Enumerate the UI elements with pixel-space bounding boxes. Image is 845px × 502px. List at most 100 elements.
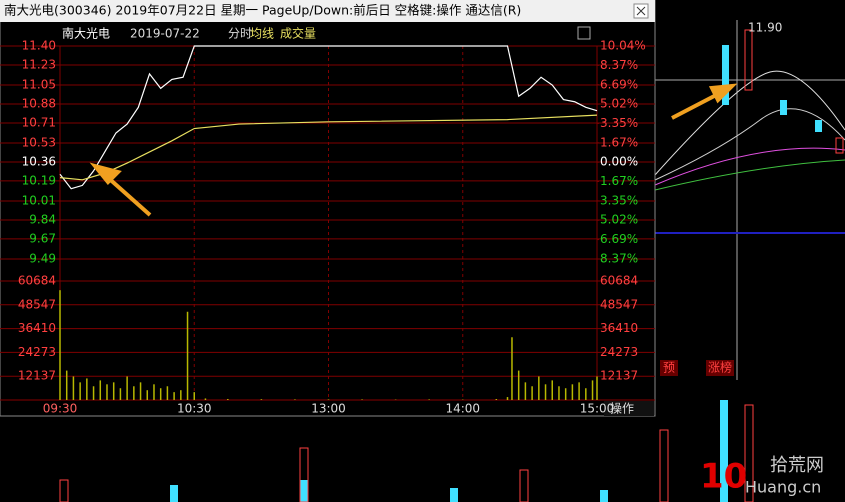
decor-candle: [780, 100, 787, 115]
volume-bar: [564, 388, 567, 400]
decor-line: [654, 108, 845, 181]
mode-label: 分时: [228, 27, 252, 41]
volume-bar: [511, 337, 513, 400]
y2-tick-label: 60684: [600, 274, 638, 288]
action-button[interactable]: [604, 401, 654, 416]
tag: 涨榜: [708, 360, 732, 375]
decor-candle: [835, 137, 844, 154]
action-label: 操作: [610, 401, 634, 416]
y-tick-label: 11.23: [22, 57, 56, 71]
y-tick-label: 11.40: [22, 39, 56, 53]
x-tick-label: 15:00: [580, 402, 615, 416]
volume-bar: [204, 398, 207, 400]
y2-tick-label: 6.69%: [600, 232, 638, 246]
y2-tick-label: 36410: [600, 321, 638, 335]
y-tick-label: 10.71: [22, 115, 56, 129]
y-tick-label: 12137: [18, 369, 56, 383]
y2-tick-label: 1.67%: [600, 135, 638, 149]
price-line: [59, 114, 598, 181]
decor-candle: [744, 29, 753, 91]
volume-bar: [260, 399, 263, 400]
y-tick-label: 9.67: [29, 231, 56, 245]
volume-bar: [544, 384, 547, 400]
volume-bar: [166, 386, 169, 400]
close-icon: [636, 6, 646, 16]
volume-bar: [139, 382, 142, 400]
volume-bar: [558, 386, 560, 400]
x-tick-label: 09:30: [43, 402, 78, 416]
x-tick-label: 14:00: [445, 402, 480, 416]
y2-tick-label: 12137: [600, 369, 638, 383]
volume-bar: [578, 382, 580, 400]
y-tick-label: 9.49: [29, 252, 56, 266]
volume-bar: [495, 399, 498, 400]
volume-bar: [524, 382, 527, 400]
y2-tick-label: 6.69%: [600, 77, 638, 91]
tag: 预: [663, 361, 675, 375]
volume-bar: [106, 384, 108, 400]
y2-tick-label: 10.04%: [600, 39, 646, 53]
volume-bar: [59, 290, 61, 400]
y-tick-label: 36410: [18, 321, 56, 335]
title-bar: [0, 0, 655, 22]
x-tick-label: 13:00: [311, 402, 346, 416]
window-title: 南大光电(300346) 2019年07月22日 星期一 PageUp/Down…: [4, 3, 521, 18]
volume-bar: [294, 399, 296, 400]
price-line: [59, 45, 598, 190]
y2-tick-label: 1.67%: [600, 174, 638, 188]
volume-bar: [428, 399, 430, 400]
volume-bar: [159, 388, 162, 400]
y-tick-label: 48547: [18, 297, 56, 311]
volume-bar: [146, 390, 149, 400]
volume-bar: [227, 399, 229, 400]
volume-bar: [531, 386, 533, 400]
volume-bar: [99, 380, 102, 400]
volume-bar: [92, 386, 95, 400]
volume-bar: [112, 382, 115, 400]
arrow: [671, 83, 738, 120]
y-tick-label: 60684: [18, 274, 56, 288]
volume-bar: [551, 380, 553, 400]
arrow: [89, 162, 152, 217]
volume-bar: [153, 384, 155, 400]
legend-label: 均线: [250, 27, 274, 41]
volume-bar: [193, 392, 195, 400]
y2-tick-label: 0.00%: [600, 155, 638, 169]
y-tick-label: 11.05: [22, 78, 56, 92]
y2-tick-label: 8.37%: [600, 58, 638, 72]
tag-box: [660, 360, 678, 376]
volume-bar: [506, 397, 509, 400]
y-tick-label: 10.01: [22, 194, 56, 208]
volume-bar: [126, 376, 128, 400]
volume-bar: [119, 388, 122, 400]
volume-bar: [186, 311, 189, 400]
watermark: 拾荒网: [770, 455, 824, 476]
y2-tick-label: 8.37%: [600, 252, 638, 266]
volume-bar: [133, 386, 135, 400]
y-tick-label: 10.53: [22, 136, 56, 150]
y-tick-label: 10.88: [22, 96, 56, 110]
y2-tick-label: 5.02%: [600, 213, 638, 227]
y2-tick-label: 24273: [600, 345, 638, 359]
y2-tick-label: 3.35%: [600, 193, 638, 207]
y-tick-label: 9.84: [29, 212, 56, 226]
volume-bar: [585, 388, 587, 400]
decor-line: [654, 159, 845, 191]
y-tick-label: 24273: [18, 345, 56, 359]
volume-bar: [361, 399, 363, 400]
y-tick-label: 10.36: [22, 154, 56, 168]
volume-bar: [327, 399, 330, 400]
y2-tick-label: 5.02%: [600, 97, 638, 111]
y-tick-label: 10.19: [22, 173, 56, 187]
watermark: 10: [700, 457, 747, 497]
volume-bar: [596, 376, 598, 400]
volume-bar: [571, 384, 574, 400]
volume-title: 成交量: [280, 26, 316, 41]
volume-bar: [65, 370, 68, 400]
decor-candle: [815, 120, 822, 132]
panel-button[interactable]: [577, 26, 591, 40]
chart-title: 南大光电: [62, 26, 110, 41]
volume-bar: [173, 392, 175, 400]
